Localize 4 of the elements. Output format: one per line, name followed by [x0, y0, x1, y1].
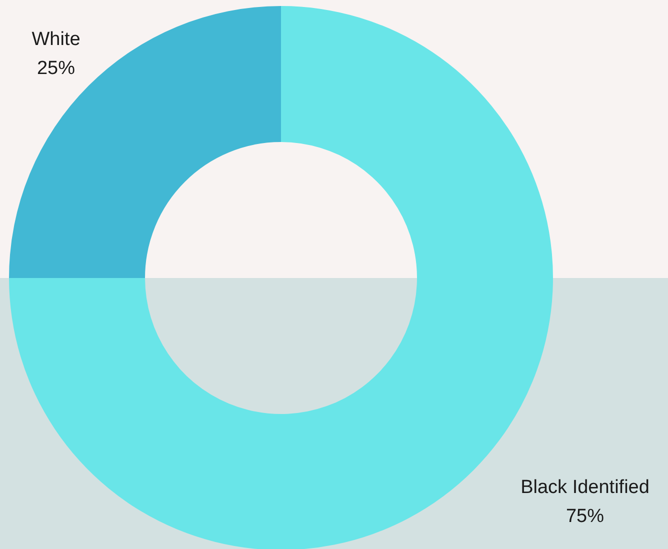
data-label: 25% — [36, 58, 76, 80]
data-label: 75% — [566, 506, 604, 528]
slice-label: White — [32, 29, 80, 50]
slice-label: Black Identified — [520, 477, 650, 498]
